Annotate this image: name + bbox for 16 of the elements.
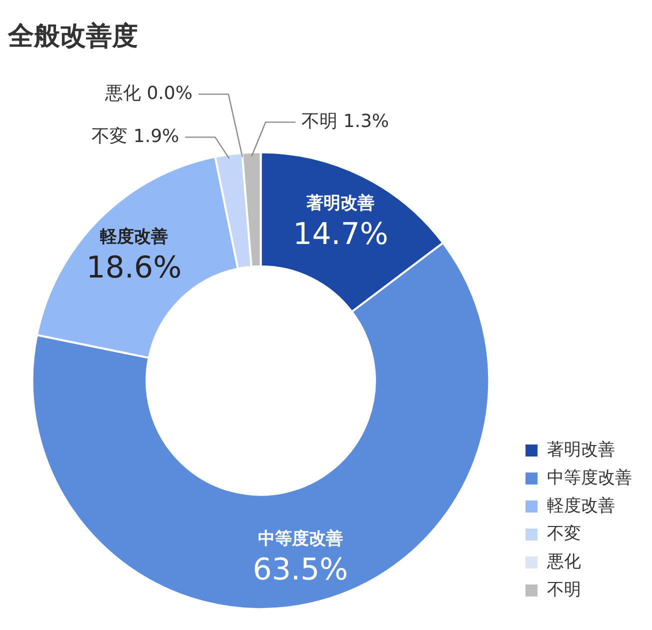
legend-label: 悪化 xyxy=(546,552,581,572)
legend-label: 不変 xyxy=(547,524,581,544)
category-label: 悪化 0.0% xyxy=(104,82,192,104)
chart-title: 全般改善度 xyxy=(7,21,138,52)
category-label: 不明 1.3% xyxy=(302,110,390,132)
slice-label: 著明改善 xyxy=(306,192,375,214)
data-label: 63.5% xyxy=(252,552,348,588)
legend-label: 中等度改善 xyxy=(547,468,632,488)
data-label: 14.7% xyxy=(292,216,388,252)
legend-label: 軽度改善 xyxy=(547,496,615,516)
legend-label: 不明 xyxy=(547,580,581,600)
category-label: 不変 1.9% xyxy=(92,126,180,147)
legend-label: 著明改善 xyxy=(547,440,615,460)
slice-label: 軽度改善 xyxy=(98,226,168,248)
slice-label: 中等度改善 xyxy=(258,528,343,549)
data-label: 18.6% xyxy=(86,250,182,286)
